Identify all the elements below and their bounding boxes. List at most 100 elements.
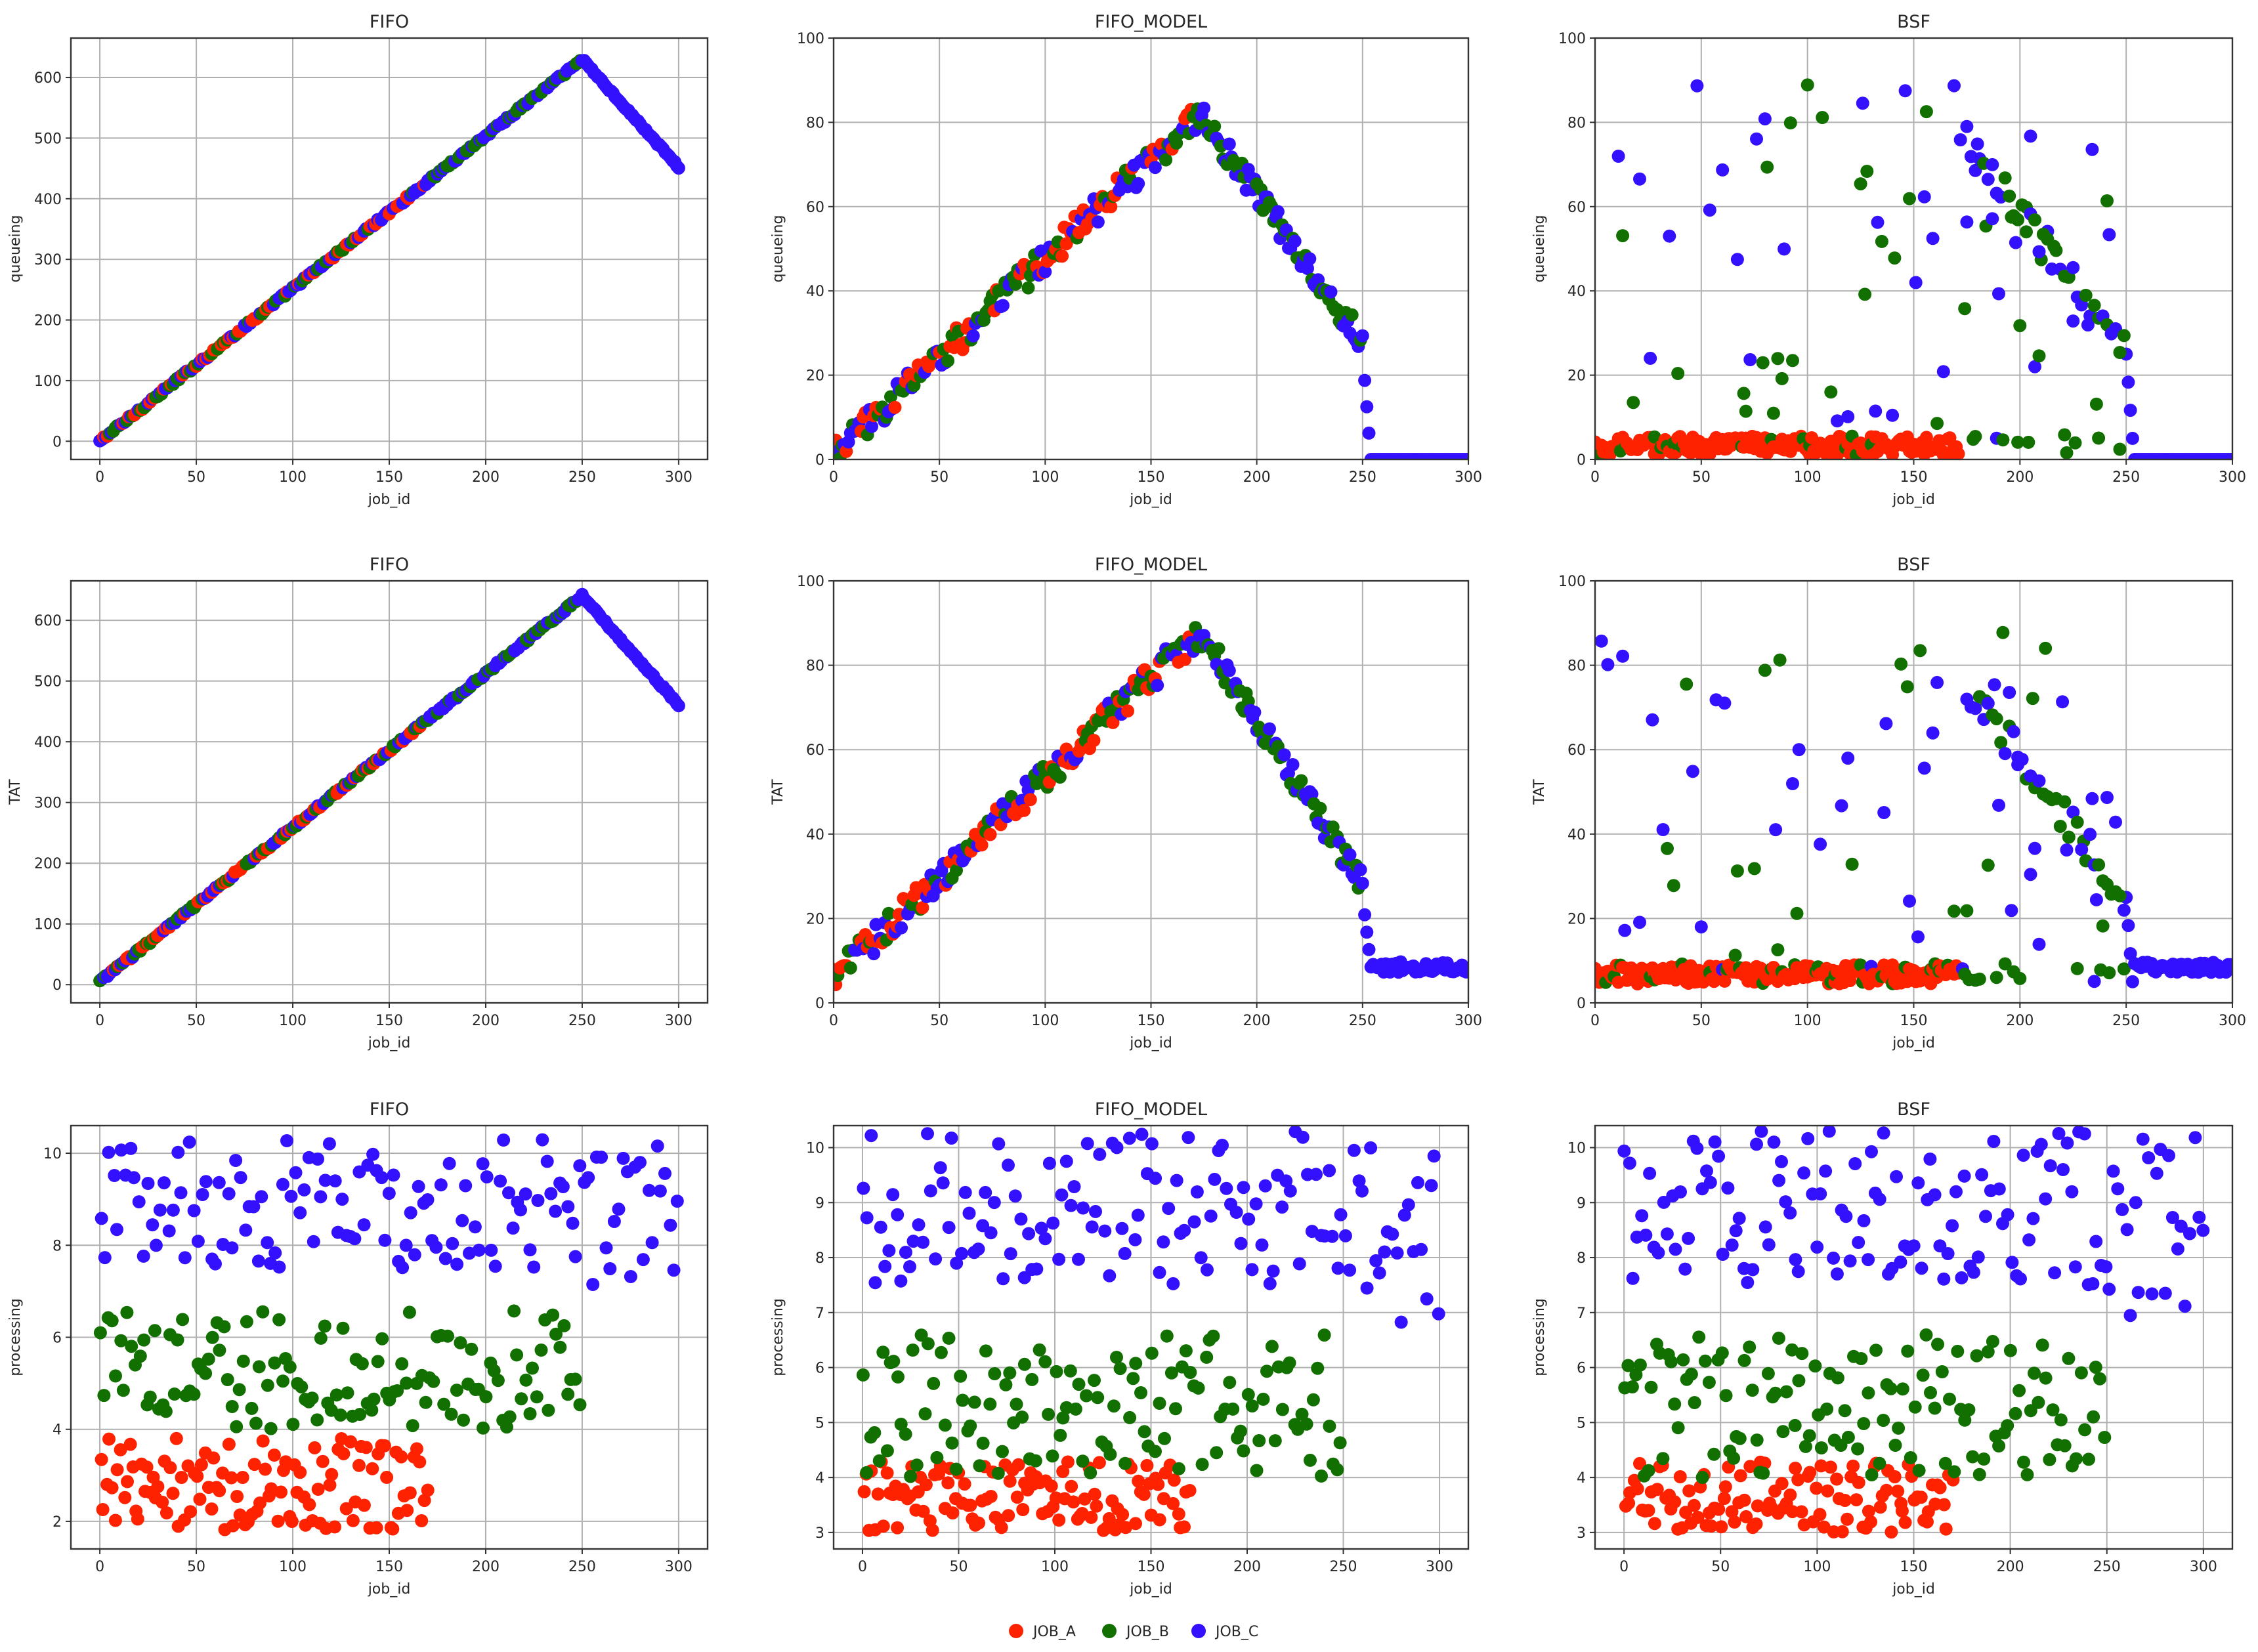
data-point <box>2056 1163 2070 1176</box>
data-point <box>1138 1425 1151 1439</box>
data-point <box>289 1166 303 1179</box>
data-point <box>2058 428 2072 442</box>
data-point <box>1345 308 1359 322</box>
data-point <box>1727 1451 1741 1465</box>
data-point <box>1725 1239 1739 1252</box>
data-point <box>1791 1265 1805 1279</box>
data-point <box>1642 1464 1655 1477</box>
data-point <box>2085 792 2099 805</box>
data-point <box>1986 158 1999 171</box>
data-point <box>1943 1392 1956 1406</box>
data-point <box>413 1455 427 1469</box>
y-tick-label: 4 <box>53 1422 62 1439</box>
data-point <box>2058 1439 2072 1452</box>
x-tick-label: 250 <box>2093 1559 2121 1575</box>
data-point <box>2226 453 2232 459</box>
data-point <box>919 1478 933 1492</box>
data-point <box>612 1202 626 1216</box>
data-point <box>996 1445 1009 1458</box>
data-point <box>1201 1263 1214 1277</box>
data-point <box>884 390 897 404</box>
data-point <box>1098 1224 1112 1238</box>
data-point <box>616 1151 630 1165</box>
y-tick-label: 0 <box>1577 452 1586 469</box>
data-point <box>1981 696 1995 710</box>
data-point <box>484 1243 498 1257</box>
y-tick-label: 500 <box>34 674 62 690</box>
x-tick-label: 50 <box>187 1559 205 1575</box>
data-point <box>542 1403 555 1417</box>
data-point <box>236 1471 249 1484</box>
data-point <box>1113 1362 1127 1376</box>
chart-title: FIFO_MODEL <box>1095 555 1207 575</box>
data-point <box>2082 1452 2095 1466</box>
data-point <box>1030 776 1044 790</box>
data-point <box>1271 205 1285 219</box>
data-point <box>1223 1376 1237 1389</box>
data-point <box>1857 1214 1871 1227</box>
y-tick-label: 100 <box>34 917 62 933</box>
data-point <box>209 1257 222 1271</box>
data-point <box>1323 1420 1336 1433</box>
data-point <box>938 1418 952 1432</box>
data-point <box>1087 734 1101 748</box>
data-point <box>2100 194 2114 207</box>
data-point <box>514 1203 527 1217</box>
data-point <box>1957 1169 1971 1183</box>
data-point <box>1931 1338 1944 1351</box>
data-point <box>1016 1503 1030 1516</box>
x-tick-label: 300 <box>1455 1013 1482 1029</box>
data-point <box>240 1315 253 1328</box>
data-point <box>1286 758 1300 771</box>
data-point <box>1182 1131 1195 1145</box>
data-point <box>878 1260 892 1273</box>
data-point <box>1373 1266 1386 1280</box>
data-point <box>624 1270 637 1283</box>
data-point <box>1052 1252 1066 1266</box>
data-point <box>503 1410 517 1424</box>
y-axis-label: queueing <box>1531 215 1548 283</box>
data-point <box>992 1137 1006 1151</box>
data-point <box>1315 1469 1328 1483</box>
data-point <box>2014 1272 2027 1286</box>
data-point <box>880 1444 894 1458</box>
plot-p-fifo: 0 50 100 150 200 250 300 2 4 6 8 10 FIFO job_id proces… <box>7 1099 709 1598</box>
data-point <box>1305 787 1319 801</box>
y-tick-label: 5 <box>815 1415 824 1431</box>
data-point <box>1415 1242 1428 1256</box>
data-point <box>1928 1401 1942 1415</box>
data-point <box>335 1193 349 1206</box>
data-point <box>1194 1251 1208 1265</box>
data-point <box>229 1154 243 1167</box>
x-tick-label: 250 <box>1349 469 1376 486</box>
data-point <box>412 1179 425 1193</box>
data-point <box>1730 864 1744 878</box>
scatter-points <box>93 54 685 448</box>
data-point <box>1140 1458 1154 1472</box>
y-tick-label: 600 <box>34 613 62 629</box>
data-point <box>171 1145 185 1159</box>
data-point <box>1129 1357 1143 1370</box>
data-point <box>926 1523 939 1537</box>
data-point <box>1103 1447 1117 1461</box>
y-tick-label: 40 <box>1567 284 1586 300</box>
data-point <box>1331 1463 1344 1477</box>
data-point <box>557 1319 571 1332</box>
chart-title: FIFO_MODEL <box>1095 1099 1207 1120</box>
x-tick-label: 150 <box>1900 1013 1928 1029</box>
data-point <box>396 1261 410 1275</box>
data-point <box>1915 1261 1928 1275</box>
data-point <box>1938 1456 1952 1470</box>
x-axis-label: job_id <box>368 1035 411 1051</box>
data-point <box>1673 1470 1687 1483</box>
scatter-points <box>834 101 1468 459</box>
data-point <box>2171 1242 2184 1256</box>
data-point <box>2001 1208 2014 1221</box>
data-point <box>1643 1166 1657 1180</box>
data-point <box>894 1274 908 1288</box>
y-tick-label: 80 <box>806 115 824 131</box>
data-point <box>1088 1487 1101 1501</box>
data-point <box>1865 1145 1878 1158</box>
data-point <box>1786 777 1799 790</box>
data-point <box>988 1367 1002 1380</box>
